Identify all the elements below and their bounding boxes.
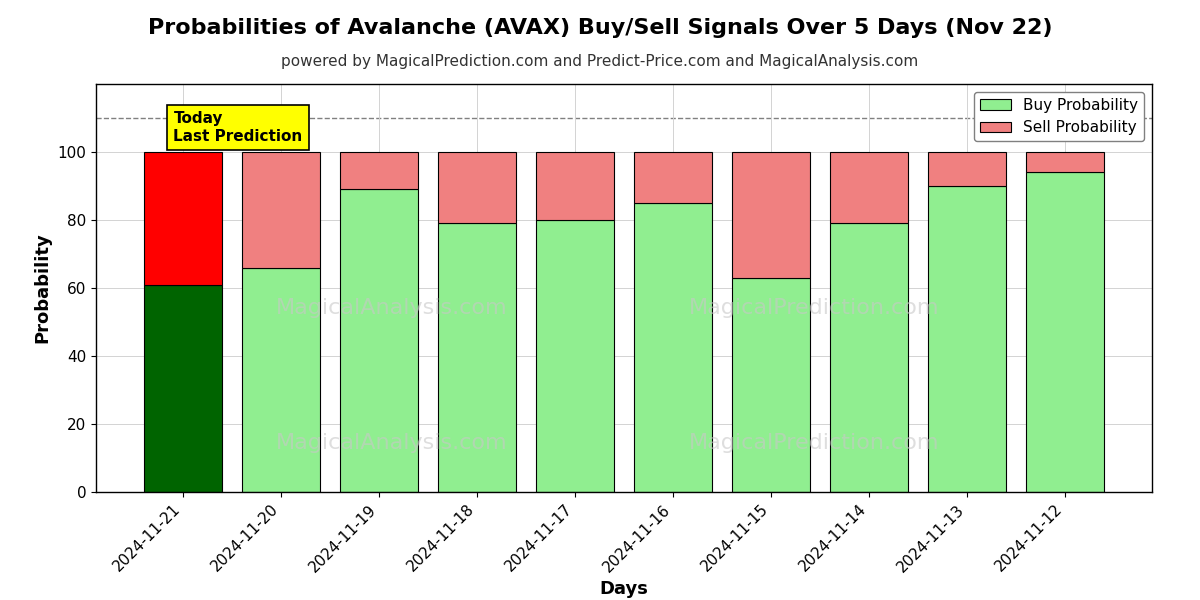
Text: MagicalPrediction.com: MagicalPrediction.com xyxy=(689,298,940,319)
Bar xyxy=(340,152,419,190)
Bar xyxy=(536,152,614,220)
Text: Probabilities of Avalanche (AVAX) Buy/Sell Signals Over 5 Days (Nov 22): Probabilities of Avalanche (AVAX) Buy/Se… xyxy=(148,18,1052,38)
Bar xyxy=(536,220,614,492)
Bar xyxy=(1026,172,1104,492)
Bar xyxy=(732,278,810,492)
Text: Today
Last Prediction: Today Last Prediction xyxy=(173,111,302,143)
Y-axis label: Probability: Probability xyxy=(34,233,52,343)
Bar xyxy=(634,152,712,203)
Bar xyxy=(144,284,222,492)
Text: MagicalAnalysis.com: MagicalAnalysis.com xyxy=(276,298,508,319)
Bar xyxy=(928,186,1006,492)
Bar xyxy=(829,152,908,223)
Bar xyxy=(340,190,419,492)
Bar xyxy=(144,152,222,284)
Bar xyxy=(1026,152,1104,172)
Bar xyxy=(438,223,516,492)
Bar xyxy=(928,152,1006,186)
Bar xyxy=(242,152,320,268)
Bar xyxy=(634,203,712,492)
Text: powered by MagicalPrediction.com and Predict-Price.com and MagicalAnalysis.com: powered by MagicalPrediction.com and Pre… xyxy=(281,54,919,69)
Bar xyxy=(438,152,516,223)
Text: MagicalPrediction.com: MagicalPrediction.com xyxy=(689,433,940,453)
Bar xyxy=(732,152,810,278)
Legend: Buy Probability, Sell Probability: Buy Probability, Sell Probability xyxy=(974,92,1145,142)
X-axis label: Days: Days xyxy=(600,580,648,598)
Bar xyxy=(242,268,320,492)
Text: MagicalAnalysis.com: MagicalAnalysis.com xyxy=(276,433,508,453)
Bar xyxy=(829,223,908,492)
